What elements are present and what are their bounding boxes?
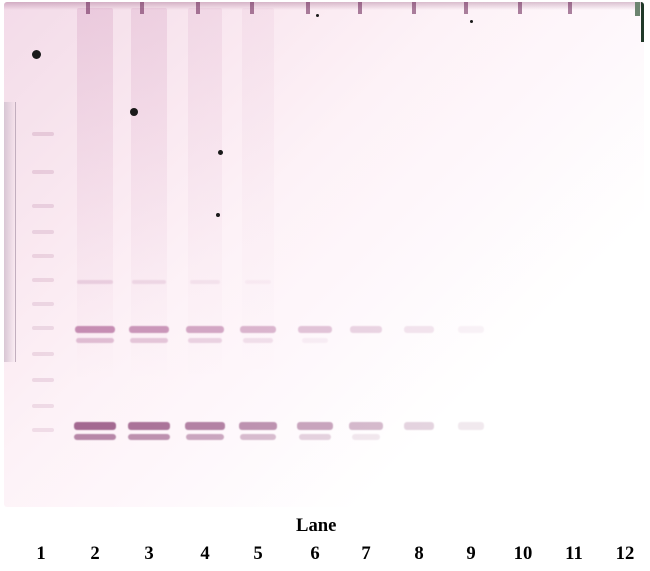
dust-speck [470,20,473,23]
film-corner-dark [641,2,644,42]
lane-tint [242,8,274,448]
ladder-band [32,404,54,408]
lane-number: 8 [405,543,433,565]
lane-number: 12 [611,543,639,565]
ladder-band [32,302,54,306]
film-left-flap [4,102,16,362]
protein-band [186,326,224,333]
lane-number: 4 [191,543,219,565]
protein-band [297,422,333,430]
protein-band [350,326,382,333]
protein-band [240,326,276,333]
protein-band [132,280,166,284]
protein-band [349,422,383,430]
lane-number: 6 [301,543,329,565]
well-notch [306,2,310,14]
lane-tint [131,8,167,448]
protein-band [404,422,434,430]
lane-tint [77,8,113,448]
well-notch [358,2,362,14]
lane-number: 3 [135,543,163,565]
ladder-band [32,204,54,208]
protein-band [190,280,220,284]
protein-band [458,422,484,430]
protein-band [129,326,169,333]
protein-band [75,326,115,333]
ladder-band [32,428,54,432]
well-notch [518,2,522,14]
protein-band [128,434,170,440]
ladder-band [32,378,54,382]
well-notch [86,2,90,14]
western-blot-figure: Lane 123456789101112 [0,0,650,571]
dust-speck [316,14,319,17]
dust-speck [218,150,223,155]
protein-band [240,434,276,440]
x-axis-title: Lane [296,515,336,537]
lane-number: 1 [27,543,55,565]
protein-band [298,326,332,333]
protein-band [130,338,168,343]
lane-number: 5 [244,543,272,565]
lane-number: 9 [457,543,485,565]
protein-band [404,326,434,333]
lane-number: 7 [352,543,380,565]
protein-band [239,422,277,430]
lane-number: 2 [81,543,109,565]
ladder-band [32,326,54,330]
blot-membrane [4,2,644,507]
ladder-band [32,230,54,234]
protein-band [243,338,273,343]
dust-speck [130,108,138,116]
protein-band [185,422,225,430]
well-notch [412,2,416,14]
well-notch [140,2,144,14]
well-notch [250,2,254,14]
protein-band [458,326,484,333]
protein-band [245,280,271,284]
protein-band [302,338,328,343]
protein-band [77,280,113,284]
well-notch [568,2,572,14]
dust-speck [216,213,220,217]
protein-band [128,422,170,430]
protein-band [188,338,222,343]
ladder-band [32,132,54,136]
ladder-band [32,278,54,282]
ladder-band [32,170,54,174]
protein-band [76,338,114,343]
well-notch [464,2,468,14]
lane-number: 10 [509,543,537,565]
protein-band [186,434,224,440]
protein-band [352,434,380,440]
lane-tint [188,8,222,448]
well-notch [196,2,200,14]
protein-band [299,434,331,440]
film-corner-mid [635,2,640,16]
protein-band [74,434,116,440]
ladder-band [32,352,54,356]
ladder-band [32,254,54,258]
protein-band [74,422,116,430]
dust-speck [32,50,41,59]
lane-number: 11 [560,543,588,565]
